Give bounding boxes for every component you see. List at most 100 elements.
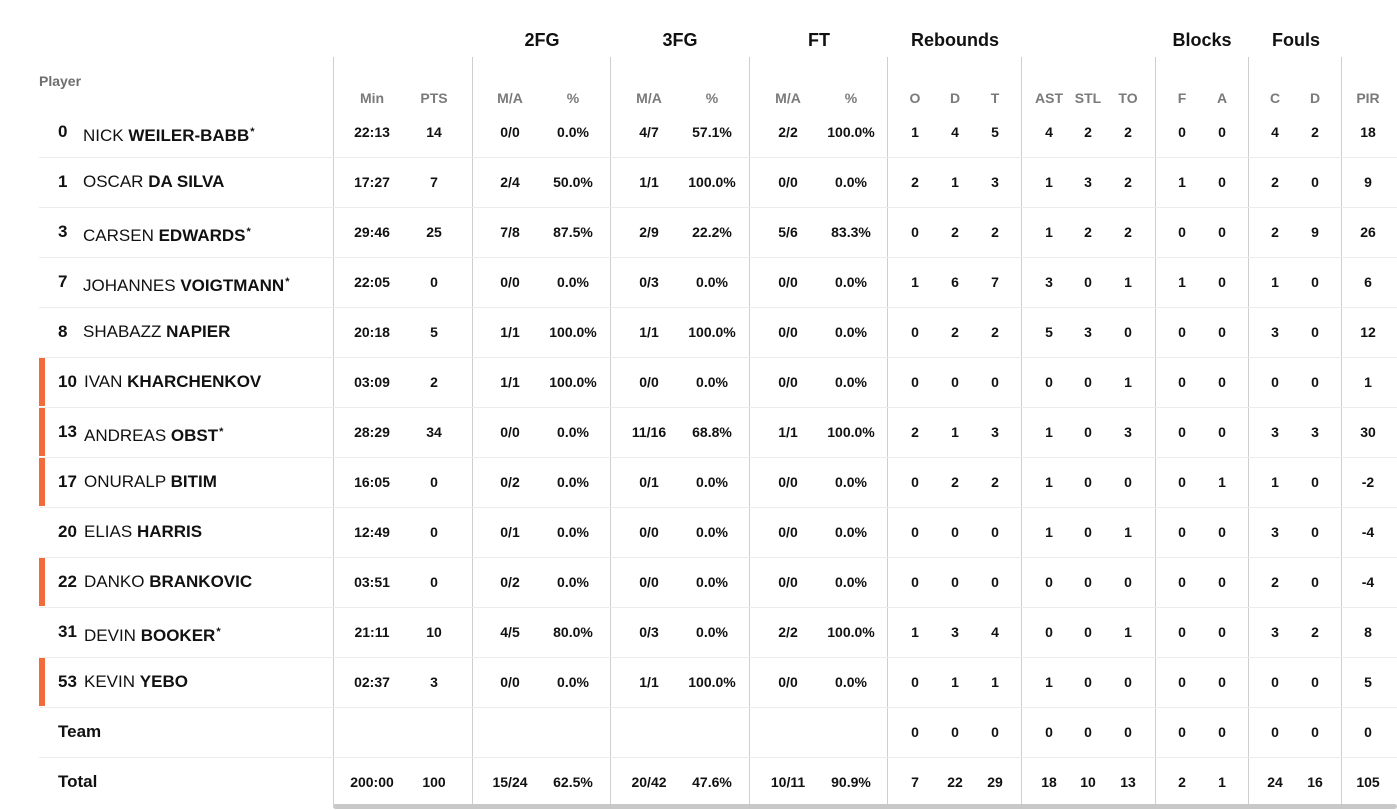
player-row[interactable]: 0 NICK WEILER-BABB* 22:13 14 0/0 0.0% 4/7 57.1%… bbox=[0, 107, 1397, 157]
stat-fg2-made-attempted: 0/0 bbox=[500, 274, 520, 290]
col-header-pts: PTS bbox=[420, 90, 448, 106]
stat-blk-for: 0 bbox=[1178, 224, 1186, 240]
stat-fg3-made-attempted: 0/0 bbox=[639, 374, 659, 390]
stat-reb-off: 2 bbox=[911, 424, 919, 440]
row-separator bbox=[39, 607, 1397, 608]
total-row-reb-total: 29 bbox=[987, 774, 1003, 790]
player-row[interactable]: 3 CARSEN EDWARDS* 29:46 25 7/8 87.5% 2/9 22.2% 5… bbox=[0, 207, 1397, 257]
player-name[interactable]: CARSEN EDWARDS* bbox=[83, 207, 251, 261]
stat-pts: 14 bbox=[426, 124, 442, 140]
stat-ft-made-attempted: 2/2 bbox=[778, 124, 798, 140]
reserve-indicator-bar bbox=[39, 458, 45, 506]
stat-fouls-committed: 3 bbox=[1271, 524, 1279, 540]
player-row[interactable]: 20 ELIAS HARRIS 12:49 0 0/1 0.0% 0/0 0.0% 0/0 0.0… bbox=[0, 507, 1397, 557]
col-header-blk-for: F bbox=[1177, 90, 1187, 106]
stat-reb-off: 0 bbox=[911, 474, 919, 490]
player-name[interactable]: ELIAS HARRIS bbox=[84, 507, 202, 557]
col-header-reb-total: T bbox=[990, 90, 1000, 106]
stat-fouls-drawn: 0 bbox=[1311, 574, 1319, 590]
player-row[interactable]: 8 SHABAZZ NAPIER 20:18 5 1/1 100.0% 1/1 100.0% 0… bbox=[0, 307, 1397, 357]
player-name[interactable]: ANDREAS OBST* bbox=[84, 407, 223, 461]
player-name[interactable]: ONURALP BITIM bbox=[84, 457, 217, 507]
player-row[interactable]: 13 ANDREAS OBST* 28:29 34 0/0 0.0% 11/16 68.8% 1… bbox=[0, 407, 1397, 457]
stat-blk-against: 0 bbox=[1218, 324, 1226, 340]
stat-fg2-made-attempted: 1/1 bbox=[500, 324, 520, 340]
player-row[interactable]: 22 DANKO BRANKOVIC 03:51 0 0/2 0.0% 0/0 0.0% 0/0… bbox=[0, 557, 1397, 607]
player-name[interactable]: DANKO BRANKOVIC bbox=[84, 557, 252, 607]
stat-fg3-pct: 0.0% bbox=[696, 374, 728, 390]
total-row-stl: 10 bbox=[1080, 774, 1096, 790]
stat-fouls-committed: 2 bbox=[1271, 224, 1279, 240]
player-name[interactable]: JOHANNES VOIGTMANN* bbox=[83, 257, 289, 311]
stat-fg3-made-attempted: 0/3 bbox=[639, 624, 659, 640]
stat-pts: 0 bbox=[430, 474, 438, 490]
stat-pts: 2 bbox=[430, 374, 438, 390]
stat-stl: 0 bbox=[1084, 274, 1092, 290]
stat-reb-def: 0 bbox=[951, 374, 959, 390]
stat-fg3-made-attempted: 1/1 bbox=[639, 674, 659, 690]
stat-reb-def: 4 bbox=[951, 124, 959, 140]
stat-pts: 25 bbox=[426, 224, 442, 240]
stat-blk-for: 0 bbox=[1178, 424, 1186, 440]
stat-blk-for: 0 bbox=[1178, 124, 1186, 140]
team-row-blk-against: 0 bbox=[1218, 724, 1226, 740]
player-row[interactable]: 10 IVAN KHARCHENKOV 03:09 2 1/1 100.0% 0/0 0.0%… bbox=[0, 357, 1397, 407]
stat-reb-total: 3 bbox=[991, 424, 999, 440]
stat-fg2-pct: 100.0% bbox=[549, 324, 597, 340]
player-name[interactable]: SHABAZZ NAPIER bbox=[83, 307, 230, 357]
stat-ft-made-attempted: 1/1 bbox=[778, 424, 798, 440]
stat-ft-made-attempted: 0/0 bbox=[778, 374, 798, 390]
stat-stl: 3 bbox=[1084, 324, 1092, 340]
player-row[interactable]: 1 OSCAR DA SILVA 17:27 7 2/4 50.0% 1/1 100.0% 0/… bbox=[0, 157, 1397, 207]
stat-fg3-pct: 68.8% bbox=[692, 424, 732, 440]
col-header-fg2-pct: % bbox=[566, 90, 580, 106]
horizontal-scrollbar[interactable] bbox=[333, 804, 1397, 809]
col-header-ft-made-attempted: M/A bbox=[775, 90, 801, 106]
player-name[interactable]: IVAN KHARCHENKOV bbox=[84, 357, 261, 407]
stat-blk-against: 0 bbox=[1218, 424, 1226, 440]
row-separator bbox=[39, 157, 1397, 158]
stat-reb-off: 1 bbox=[911, 124, 919, 140]
stat-ast: 4 bbox=[1045, 124, 1053, 140]
player-name[interactable]: NICK WEILER-BABB* bbox=[83, 107, 255, 161]
player-row[interactable]: 31 DEVIN BOOKER* 21:11 10 4/5 80.0% 0/3 0.0% 2/2… bbox=[0, 607, 1397, 657]
player-row[interactable]: 7 JOHANNES VOIGTMANN* 22:05 0 0/0 0.0% 0/3 0.0%… bbox=[0, 257, 1397, 307]
player-row[interactable]: 53 KEVIN YEBO 02:37 3 0/0 0.0% 1/1 100.0% 0/0 0.0… bbox=[0, 657, 1397, 707]
player-row[interactable]: 17 ONURALP BITIM 16:05 0 0/2 0.0% 0/1 0.0% 0/0 0.… bbox=[0, 457, 1397, 507]
stat-fg2-made-attempted: 0/0 bbox=[500, 674, 520, 690]
stat-fg3-pct: 0.0% bbox=[696, 524, 728, 540]
stat-fg3-pct: 0.0% bbox=[696, 274, 728, 290]
player-number: 10 bbox=[58, 372, 77, 391]
stat-reb-total: 0 bbox=[991, 574, 999, 590]
stat-stl: 2 bbox=[1084, 224, 1092, 240]
reserve-indicator-bar bbox=[39, 408, 45, 456]
total-row-fouls-drawn: 16 bbox=[1307, 774, 1323, 790]
stat-fg3-made-attempted: 1/1 bbox=[639, 324, 659, 340]
stat-fg3-pct: 0.0% bbox=[696, 474, 728, 490]
stat-blk-for: 0 bbox=[1178, 624, 1186, 640]
group-header-ft: FT bbox=[808, 30, 830, 50]
stat-fouls-drawn: 0 bbox=[1311, 274, 1319, 290]
stat-min: 20:18 bbox=[354, 324, 390, 340]
stat-pir: 18 bbox=[1360, 124, 1376, 140]
row-separator bbox=[39, 757, 1397, 758]
player-name[interactable]: DEVIN BOOKER* bbox=[84, 607, 221, 661]
stat-pts: 0 bbox=[430, 574, 438, 590]
stat-ast: 1 bbox=[1045, 174, 1053, 190]
total-row-to: 13 bbox=[1120, 774, 1136, 790]
stat-blk-for: 1 bbox=[1178, 174, 1186, 190]
stat-ft-pct: 0.0% bbox=[835, 174, 867, 190]
stat-blk-for: 0 bbox=[1178, 574, 1186, 590]
stat-fg3-made-attempted: 0/0 bbox=[639, 524, 659, 540]
player-name[interactable]: KEVIN YEBO bbox=[84, 657, 188, 707]
stat-to: 1 bbox=[1124, 624, 1132, 640]
stat-fg2-made-attempted: 4/5 bbox=[500, 624, 520, 640]
stat-fg2-made-attempted: 0/1 bbox=[500, 524, 520, 540]
stat-fg2-pct: 0.0% bbox=[557, 524, 589, 540]
stat-pir: 8 bbox=[1364, 624, 1372, 640]
col-header-ft-pct: % bbox=[844, 90, 858, 106]
player-name[interactable]: OSCAR DA SILVA bbox=[83, 157, 224, 207]
total-row-reb-def: 22 bbox=[947, 774, 963, 790]
stat-min: 21:11 bbox=[354, 624, 390, 640]
row-separator bbox=[39, 207, 1397, 208]
